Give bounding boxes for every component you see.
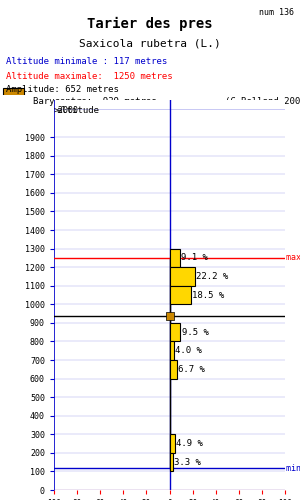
Text: 6.7 %: 6.7 % xyxy=(178,365,205,374)
Bar xyxy=(169,267,195,285)
Text: (C.Rolland 2004): (C.Rolland 2004) xyxy=(225,97,300,106)
Bar xyxy=(3,88,24,100)
Text: Altitude maximale:  1250 metres: Altitude maximale: 1250 metres xyxy=(6,72,172,81)
Text: Saxicola rubetra (L.): Saxicola rubetra (L.) xyxy=(79,38,221,48)
Text: Altitude minimale : 117 metres: Altitude minimale : 117 metres xyxy=(6,57,167,66)
Text: 18.5 %: 18.5 % xyxy=(192,290,224,300)
Text: altitude: altitude xyxy=(56,106,99,114)
Text: 9.5 %: 9.5 % xyxy=(182,328,208,336)
Bar xyxy=(169,453,173,471)
Text: num 136: num 136 xyxy=(259,8,294,16)
Text: min 117: min 117 xyxy=(286,464,300,473)
Text: 9.1 %: 9.1 % xyxy=(181,254,208,262)
Bar xyxy=(169,323,181,342)
Text: Tarier des pres: Tarier des pres xyxy=(87,17,213,32)
Text: Barycentre:  939 metres: Barycentre: 939 metres xyxy=(33,97,157,106)
Text: Amplitude: 652 metres: Amplitude: 652 metres xyxy=(6,86,119,94)
Text: 3.3 %: 3.3 % xyxy=(175,458,201,466)
Bar xyxy=(169,342,174,360)
Point xyxy=(167,312,172,320)
Text: 4.9 %: 4.9 % xyxy=(176,439,203,448)
Text: 22.2 %: 22.2 % xyxy=(196,272,229,281)
Bar xyxy=(169,360,177,378)
Bar xyxy=(169,434,175,453)
Bar xyxy=(169,286,191,304)
Text: 4.0 %: 4.0 % xyxy=(175,346,202,355)
Text: max 1250: max 1250 xyxy=(286,254,300,262)
Text: >2000: >2000 xyxy=(54,106,79,114)
Bar xyxy=(169,248,180,267)
